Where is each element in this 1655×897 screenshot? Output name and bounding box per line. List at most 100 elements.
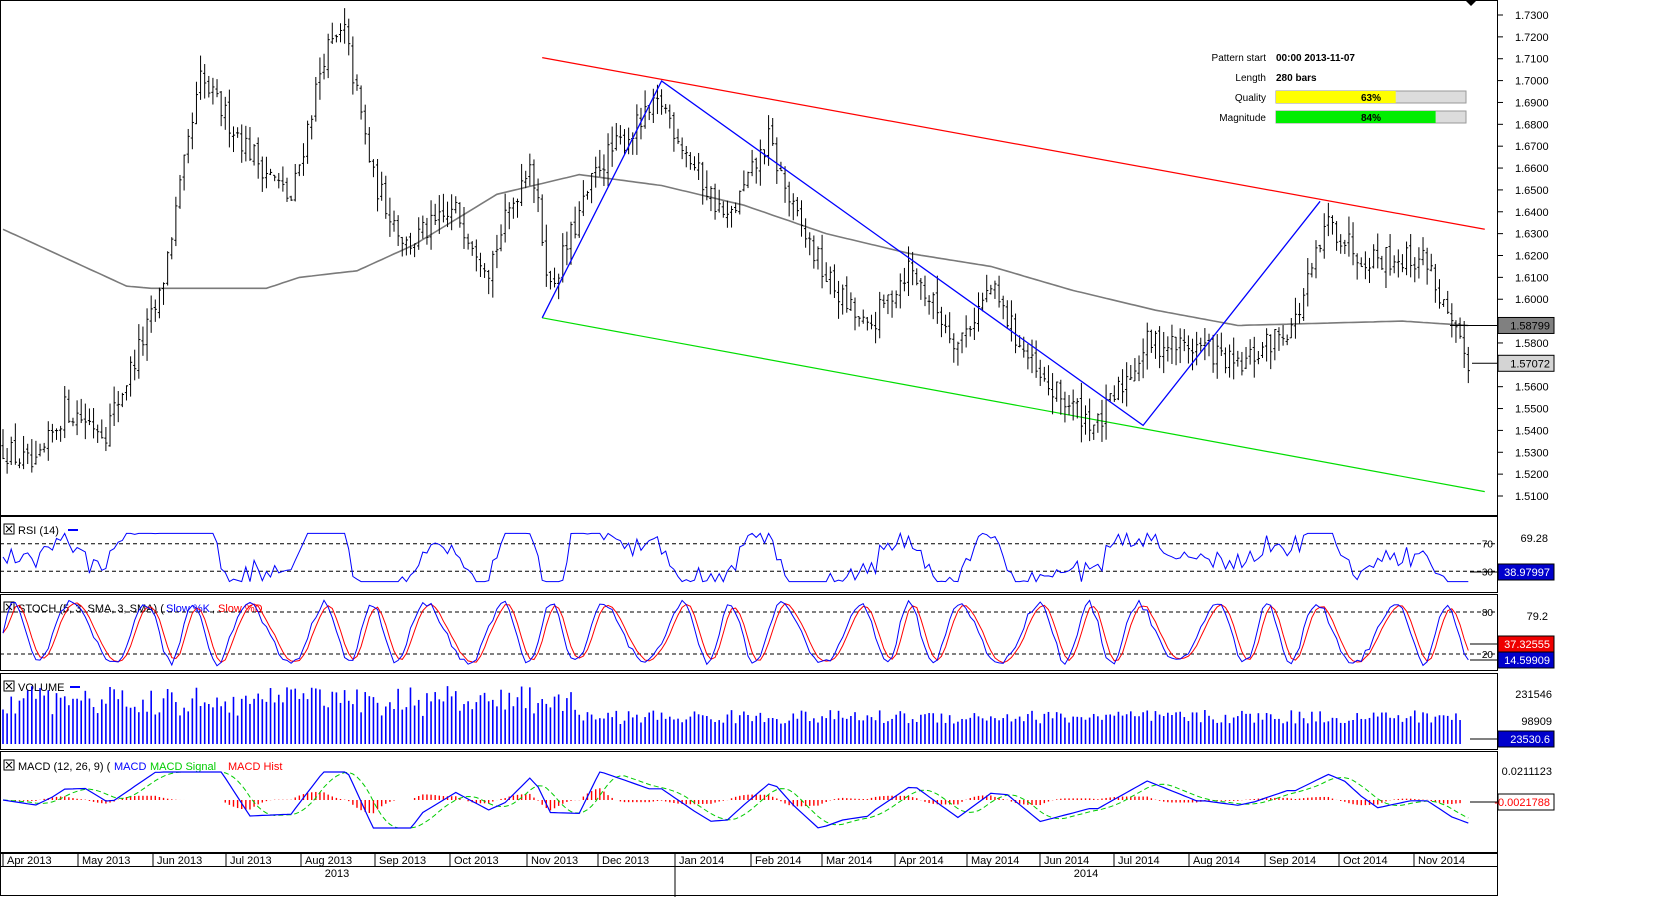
price-tick-label: 1.7300 — [1515, 10, 1549, 22]
price-bar — [1203, 328, 1207, 361]
price-bar — [1256, 350, 1260, 365]
price-bar — [281, 166, 285, 192]
macd-legend-hist: MACD Hist — [228, 761, 282, 773]
price-bar — [791, 193, 795, 221]
price-bar — [972, 307, 976, 341]
price-bar — [1236, 350, 1240, 367]
price-bar — [869, 314, 874, 330]
price-bar — [13, 423, 17, 465]
price-bar — [396, 215, 400, 246]
price-bar — [1446, 290, 1450, 314]
price-bar — [1055, 381, 1059, 402]
price-bar — [1005, 300, 1009, 329]
price-bar — [923, 275, 927, 307]
price-bar — [713, 183, 717, 220]
price-bar — [149, 295, 153, 333]
price-bar — [1400, 254, 1405, 273]
price-bar — [1219, 332, 1223, 356]
price-bar — [738, 190, 742, 215]
price-bar — [1322, 213, 1326, 259]
price-bar — [511, 197, 515, 219]
price-bar — [322, 53, 326, 80]
price-bar — [1285, 334, 1289, 346]
price-bar — [59, 425, 63, 442]
price-tick-label: 1.5200 — [1515, 469, 1549, 481]
price-bar — [857, 316, 861, 327]
price-bar — [853, 297, 857, 331]
month-label: Nov 2014 — [1418, 855, 1465, 867]
price-bar — [569, 221, 573, 265]
price-bar — [482, 263, 487, 278]
price-bar — [1421, 237, 1425, 266]
rsi-toggle-checkbox[interactable] — [3, 523, 15, 535]
price-bar — [952, 333, 956, 363]
price-bar — [709, 186, 713, 212]
scroll-marker-icon[interactable] — [1465, 0, 1477, 6]
price-bar — [1310, 262, 1314, 278]
price-bar — [145, 308, 149, 361]
month-label: Jun 2014 — [1044, 855, 1089, 867]
price-bar — [330, 22, 334, 44]
macd-value-label: -0.0021788 — [1494, 797, 1550, 809]
price-bar — [1384, 247, 1388, 289]
price-bar — [1034, 340, 1038, 378]
price-bar — [83, 403, 87, 440]
month-label: May 2014 — [971, 855, 1019, 867]
price-bar — [264, 156, 269, 189]
price-bar — [240, 124, 244, 163]
price-bar — [248, 127, 252, 161]
pattern-info-value: 84% — [1361, 113, 1381, 124]
volume-toggle-checkbox[interactable] — [3, 680, 15, 692]
price-bar — [1376, 233, 1380, 269]
price-bar — [466, 233, 470, 250]
price-tick-label: 1.5600 — [1515, 382, 1549, 394]
price-bar — [1260, 341, 1265, 359]
price-tick-label: 1.6600 — [1515, 163, 1549, 175]
month-label: Nov 2013 — [531, 855, 578, 867]
price-bar — [388, 197, 392, 237]
stoch-level-label: 80 — [1482, 608, 1494, 619]
price-bar — [873, 311, 878, 344]
price-bar — [981, 292, 985, 312]
price-bar — [408, 232, 413, 255]
price-bar — [676, 128, 680, 145]
price-bar — [548, 270, 553, 290]
price-bar — [1372, 244, 1376, 269]
price-bar — [836, 280, 841, 319]
price-bar — [1100, 399, 1104, 442]
ma-value-label: 1.58799 — [1510, 320, 1550, 332]
price-bar — [1330, 215, 1335, 235]
price-bar — [343, 8, 347, 44]
year-label: 2014 — [1074, 868, 1098, 880]
price-bar — [50, 423, 54, 443]
price-bar — [1466, 346, 1470, 384]
price-bar — [1166, 336, 1170, 362]
month-label: May 2013 — [82, 855, 130, 867]
pattern-info-bar-fill — [1276, 111, 1436, 123]
price-bar — [277, 172, 281, 189]
price-bar — [931, 292, 935, 320]
rsi-value-label: 38.97997 — [1504, 567, 1550, 579]
price-bar — [622, 129, 627, 155]
price-bar — [1042, 366, 1046, 382]
price-bar — [1092, 424, 1096, 440]
price-bar — [34, 440, 38, 465]
price-bar — [544, 224, 548, 287]
price-bar — [1133, 358, 1137, 382]
pattern-info-key: Length — [1235, 73, 1266, 84]
price-tick-label: 1.7100 — [1515, 54, 1549, 66]
price-bar — [1367, 257, 1372, 284]
price-bar — [639, 107, 643, 140]
price-bar — [1199, 337, 1203, 352]
price-tick-label: 1.7000 — [1515, 76, 1549, 88]
price-bar — [334, 34, 338, 43]
price-bar — [347, 18, 351, 56]
price-bar — [659, 89, 664, 115]
price-bar — [91, 408, 96, 439]
price-bar — [104, 427, 108, 452]
price-bar — [540, 194, 544, 246]
macd-toggle-checkbox[interactable] — [3, 759, 15, 771]
price-bar — [174, 196, 178, 247]
price-tick-label: 1.5100 — [1515, 491, 1549, 503]
rsi-line — [2, 531, 1469, 583]
